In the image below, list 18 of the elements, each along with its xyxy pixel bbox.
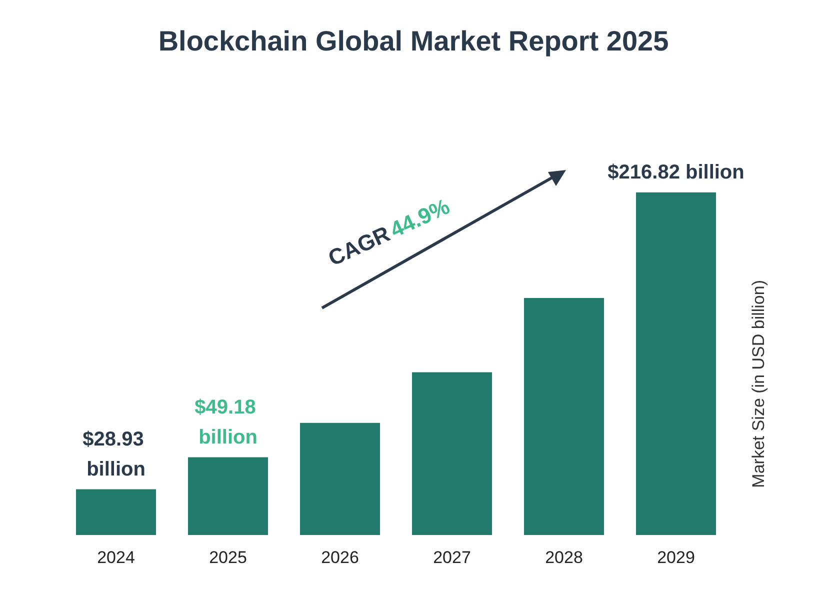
x-tick-label: 2028 bbox=[545, 548, 583, 567]
y-axis-title: Market Size (in USD billion) bbox=[749, 280, 768, 488]
bar bbox=[412, 372, 492, 535]
chart-title: Blockchain Global Market Report 2025 bbox=[158, 26, 669, 56]
bar bbox=[636, 192, 716, 535]
bar bbox=[524, 298, 604, 535]
x-tick-label: 2029 bbox=[657, 548, 695, 567]
x-tick-label: 2025 bbox=[209, 548, 247, 567]
data-label: $216.82 billion bbox=[608, 161, 744, 184]
x-tick-label: 2024 bbox=[97, 548, 135, 567]
data-label: $28.93 billion bbox=[82, 428, 150, 480]
bar bbox=[188, 457, 268, 535]
x-tick-label: 2026 bbox=[321, 548, 359, 567]
x-tick-label: 2027 bbox=[433, 548, 471, 567]
annotation: CAGR 44.9% bbox=[324, 194, 454, 271]
bar bbox=[300, 422, 380, 535]
bar bbox=[76, 489, 156, 535]
data-label: $49.18 billion bbox=[194, 396, 262, 448]
